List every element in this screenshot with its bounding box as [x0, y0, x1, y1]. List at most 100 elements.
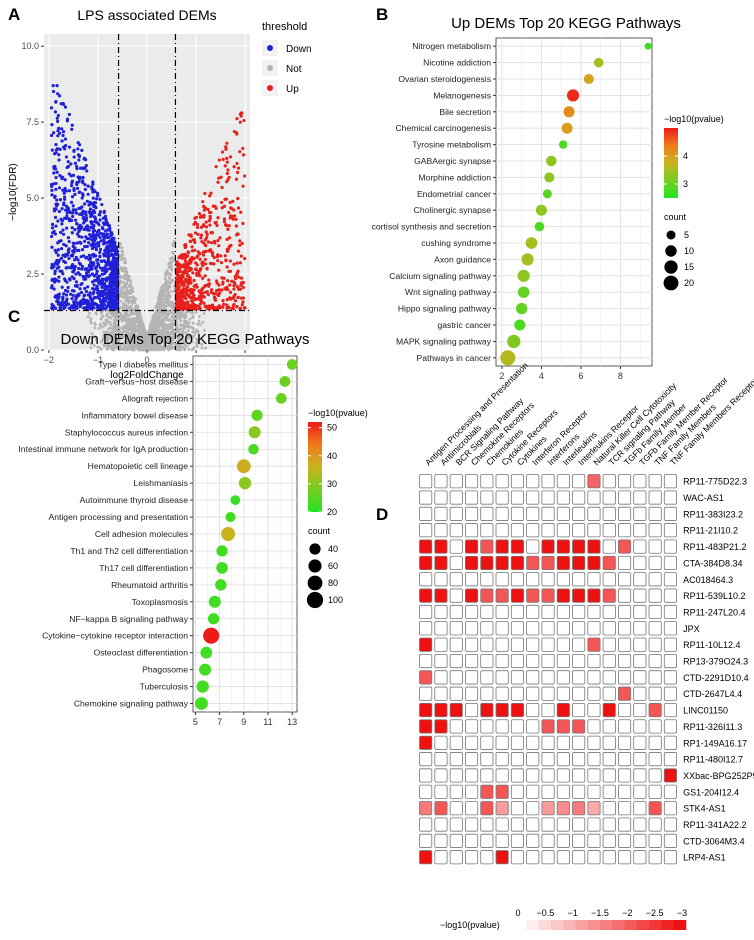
heatmap-legend-segment: [526, 920, 539, 930]
heatmap-cell: [464, 539, 479, 554]
point-not: [164, 318, 168, 322]
point-down: [73, 258, 77, 262]
point-down: [71, 204, 75, 208]
point-not: [118, 299, 122, 303]
point-up: [225, 180, 229, 184]
point-down: [80, 196, 84, 200]
point-not: [198, 314, 201, 318]
heatmap-cell: [449, 735, 463, 750]
point-not: [127, 338, 131, 342]
heatmap-cell: [419, 801, 433, 816]
point-down: [105, 262, 110, 266]
point-up: [232, 262, 236, 266]
point-down: [112, 236, 116, 240]
heatmap-cell: [648, 588, 662, 603]
heatmap-cell: [526, 817, 540, 832]
point-not: [86, 315, 90, 319]
point-down: [89, 243, 93, 247]
point-not: [170, 301, 174, 305]
heatmap-cell: [495, 506, 509, 521]
x-tick-label: 8: [618, 371, 623, 381]
bubble-point: [221, 527, 236, 541]
point-down: [93, 204, 97, 209]
point-up: [238, 120, 242, 124]
heatmap-cell: [449, 686, 463, 701]
point-down: [63, 147, 67, 151]
heatmap-cell: [572, 833, 586, 848]
point-not: [164, 300, 168, 304]
point-down: [70, 195, 75, 199]
point-up: [200, 239, 204, 244]
heatmap-cell: [449, 752, 463, 767]
heatmap-legend-segment: [661, 920, 675, 930]
point-not: [135, 335, 138, 339]
heatmap-cell: [633, 539, 647, 554]
point-not: [166, 281, 169, 285]
heatmap-cell: [663, 604, 677, 620]
point-not: [162, 303, 166, 307]
heatmap-cell: [510, 686, 524, 701]
point-not: [170, 331, 174, 334]
heatmap-cell: [480, 604, 494, 620]
point-up: [232, 165, 236, 169]
point-not: [177, 342, 181, 346]
point-not: [121, 296, 125, 299]
bubble-point: [236, 459, 251, 474]
heatmap-cell: [541, 784, 555, 799]
point-down: [70, 127, 74, 131]
heatmap-cell: [541, 588, 555, 603]
point-down: [88, 291, 92, 295]
point-down: [81, 211, 85, 216]
point-down: [112, 307, 116, 311]
point-up: [207, 249, 211, 253]
point-down: [50, 302, 54, 307]
point-down: [106, 295, 110, 299]
point-down: [77, 158, 81, 162]
heatmap-cell: [541, 670, 555, 685]
point-not: [163, 272, 167, 276]
point-not: [137, 328, 140, 332]
point-not: [194, 311, 198, 314]
point-not: [101, 338, 104, 342]
point-up: [202, 301, 206, 305]
bubble-point: [225, 512, 236, 523]
point-up: [226, 247, 230, 252]
point-not: [191, 326, 194, 330]
point-up: [235, 117, 239, 121]
point-down: [50, 284, 54, 288]
point-up: [190, 245, 194, 249]
point-up: [197, 304, 201, 308]
heatmap-cell: [434, 653, 448, 669]
row-label: RP11-21I10.2: [683, 526, 738, 536]
bubble-point: [515, 302, 528, 315]
heatmap-cell: [587, 621, 601, 636]
point-down: [94, 272, 99, 276]
heatmap-cell: [541, 506, 555, 521]
category-label: Wnt signaling pathway: [405, 287, 492, 297]
point-not: [149, 330, 152, 334]
point-up: [201, 223, 206, 227]
point-up: [203, 304, 207, 309]
size-legend-key: [666, 230, 676, 240]
point-not: [99, 317, 103, 321]
point-not: [119, 242, 122, 246]
point-down: [63, 105, 68, 109]
size-legend-label: 100: [328, 595, 343, 605]
heatmap-cell: [510, 523, 524, 538]
point-up: [193, 297, 197, 302]
heatmap-cell: [618, 719, 632, 734]
point-down: [108, 279, 112, 283]
point-down: [94, 197, 99, 201]
point-up: [208, 223, 212, 227]
heatmap-cell: [648, 539, 662, 554]
point-not: [166, 327, 170, 331]
heatmap-cell: [464, 817, 479, 832]
point-up: [186, 274, 190, 278]
point-not: [123, 285, 127, 289]
point-up: [207, 306, 212, 310]
heatmap-cell: [434, 801, 448, 816]
point-up: [215, 223, 219, 228]
point-down: [72, 300, 76, 304]
point-down: [61, 130, 66, 134]
heatmap-cell: [663, 523, 677, 538]
